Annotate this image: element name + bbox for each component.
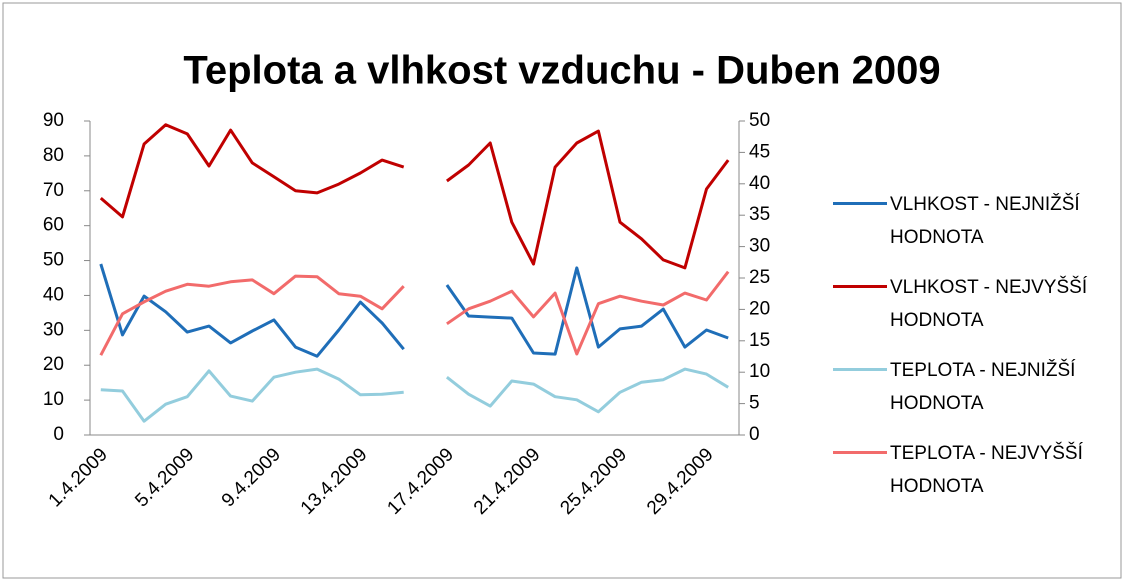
- y2-tick-label: 25: [749, 267, 770, 288]
- legend-swatch: [833, 368, 887, 371]
- y2-tick-label: 20: [749, 298, 770, 319]
- y-tick-label: 90: [43, 110, 64, 131]
- y2-tick-label: 5: [749, 393, 760, 414]
- y-tick-label: 70: [43, 180, 64, 201]
- y-tick-label: 20: [43, 354, 64, 375]
- legend-label: TEPLOTA - NEJNIŽŠÍ HODNOTA: [890, 360, 1076, 414]
- line: [99, 123, 730, 270]
- y-tick-label: 60: [43, 215, 64, 236]
- y2-tick-label: 15: [749, 330, 770, 351]
- y-tick-label: 40: [43, 284, 64, 305]
- line: [99, 270, 730, 356]
- legend-swatch: [833, 285, 887, 288]
- legend-label: TEPLOTA - NEJVYŠŠÍ HODNOTA: [890, 443, 1083, 497]
- y2-tick-label: 30: [749, 236, 770, 257]
- y2-tick-label: 45: [749, 141, 770, 162]
- legend-swatch: [833, 451, 887, 454]
- y-tick-label: 80: [43, 145, 64, 166]
- line: [100, 367, 729, 423]
- y2-tick-label: 10: [749, 361, 770, 382]
- y2-tick-label: 50: [749, 110, 770, 131]
- y2-tick-label: 0: [749, 424, 760, 445]
- chart-title: Teplota a vlhkost vzduchu - Duben 2009: [183, 49, 940, 93]
- legend-swatch: [833, 202, 887, 205]
- y2-tick-label: 35: [749, 204, 770, 225]
- y-tick-label: 0: [53, 424, 64, 445]
- y-tick-label: 50: [43, 250, 64, 271]
- y2-tick-label: 40: [749, 173, 770, 194]
- y-tick-label: 30: [43, 319, 64, 340]
- y-tick-label: 10: [43, 389, 64, 410]
- legend-label: VLHKOST - NEJNIŽŠÍ HODNOTA: [890, 194, 1080, 248]
- legend-label: VLHKOST - NEJVYŠŠÍ HODNOTA: [890, 277, 1088, 331]
- line: [99, 263, 729, 358]
